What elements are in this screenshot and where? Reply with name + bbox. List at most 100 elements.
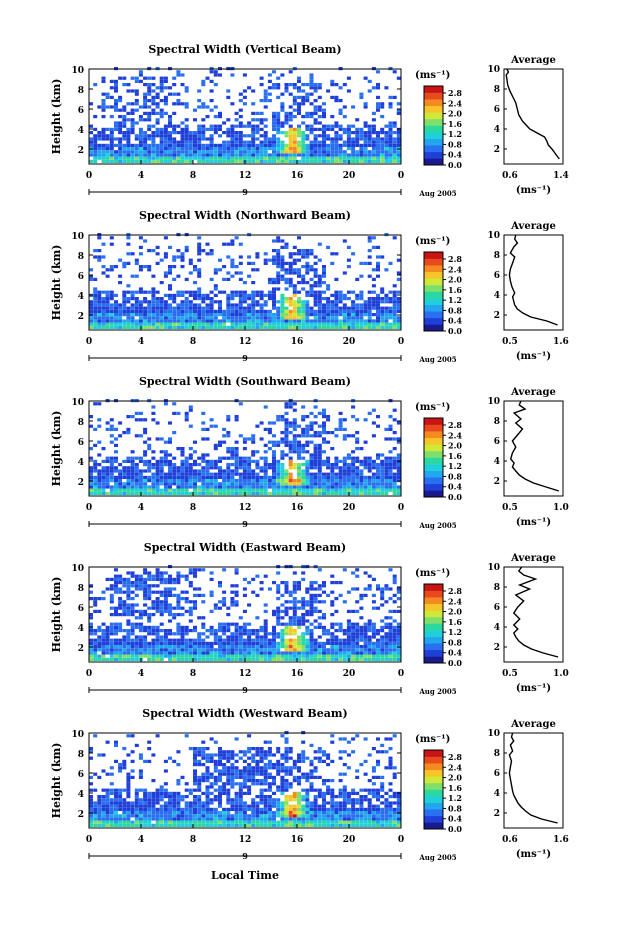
heatmap-cell [301, 482, 306, 486]
heatmap-cell [309, 293, 314, 297]
heatmap-cell [130, 89, 135, 93]
heatmap-cell [193, 290, 197, 294]
heatmap-cell [276, 111, 281, 115]
heatmap-cell [292, 479, 297, 483]
heatmap-cell [371, 156, 376, 160]
heatmap-cell [234, 469, 239, 473]
heatmap-cell [151, 613, 156, 617]
heatmap-cell [272, 124, 276, 128]
heatmap-cell [334, 597, 339, 601]
heatmap-cell [93, 140, 98, 144]
heatmap-cell [147, 625, 152, 629]
heatmap-cell [134, 635, 139, 639]
heatmap-cell [143, 105, 148, 109]
heatmap-cell [371, 645, 376, 649]
heatmap-cell [367, 79, 372, 83]
heatmap-cell [280, 581, 285, 585]
heatmap-cell [138, 115, 143, 119]
heatmap-cell [288, 443, 293, 447]
heatmap-cell [317, 485, 322, 489]
heatmap-cell [168, 284, 172, 288]
heatmap-cell [276, 76, 281, 80]
heatmap-cell [193, 137, 197, 141]
heatmap-cell [238, 463, 243, 467]
heatmap-cell [267, 651, 272, 655]
heatmap-cell [242, 456, 247, 460]
heatmap-cell [188, 638, 193, 642]
heatmap-cell [101, 271, 106, 275]
heatmap-cell [147, 654, 152, 658]
heatmap-cell [272, 287, 276, 291]
heatmap-cell [222, 641, 227, 645]
heatmap-cell [209, 303, 214, 307]
heatmap-cell [297, 236, 301, 240]
heatmap-cell [276, 127, 281, 131]
heatmap-cell [388, 427, 393, 431]
heatmap-cell [263, 131, 268, 135]
heatmap-cell [363, 587, 368, 591]
heatmap-cell [371, 143, 376, 147]
heatmap-cell [346, 297, 351, 301]
heatmap-cell [126, 577, 131, 581]
heatmap-cell [172, 76, 177, 80]
heatmap-cell [126, 313, 131, 317]
heatmap-cell [284, 159, 289, 163]
heatmap-cell [130, 651, 135, 655]
heatmap-cell [367, 143, 372, 147]
heatmap-cell [263, 603, 268, 607]
heatmap-cell [114, 488, 118, 492]
heatmap-cell [263, 153, 268, 157]
heatmap-cell [93, 811, 98, 815]
heatmap-cell [184, 309, 189, 313]
heatmap-cell [134, 258, 139, 262]
heatmap-cell [193, 319, 197, 323]
heatmap-cell [147, 613, 152, 617]
heatmap-cell [280, 472, 285, 476]
heatmap-cell [143, 609, 148, 613]
heatmap-cell [338, 641, 343, 645]
heatmap-cell [351, 131, 356, 135]
heatmap-cell [388, 459, 393, 463]
heatmap-cell [305, 475, 310, 479]
heatmap-cell [388, 137, 393, 141]
average-y-tick-label: 4 [494, 291, 500, 301]
heatmap-cell [272, 654, 276, 658]
heatmap-cell [151, 300, 156, 304]
heatmap-cell [288, 111, 293, 115]
heatmap-cell [168, 297, 172, 301]
heatmap-cell [317, 568, 322, 572]
heatmap-cell [97, 325, 102, 329]
heatmap-cell [305, 431, 310, 435]
heatmap-cell [218, 606, 222, 610]
heatmap-cell [309, 648, 314, 652]
heatmap-cell [288, 657, 293, 661]
heatmap-cell [284, 134, 289, 138]
heatmap-cell [138, 140, 143, 144]
heatmap-cell [288, 127, 293, 131]
heatmap-cell [338, 648, 343, 652]
heatmap-cell [322, 641, 326, 645]
heatmap-cell [284, 325, 289, 329]
heatmap-cell [297, 316, 301, 320]
heatmap-cell [322, 654, 326, 658]
heatmap-cell [109, 434, 114, 438]
y-axis-label: Height (km) [50, 411, 63, 487]
heatmap-cell [213, 632, 218, 636]
heatmap-cell [297, 281, 301, 285]
heatmap-cell [226, 134, 231, 138]
heatmap-cell [234, 648, 239, 652]
heatmap-cell [276, 597, 281, 601]
heatmap-cell [176, 638, 181, 642]
heatmap-cell [109, 798, 114, 802]
heatmap-cell [109, 459, 114, 463]
heatmap-cell [193, 309, 197, 313]
heatmap-cell [313, 641, 318, 645]
heatmap-cell [355, 475, 360, 479]
heatmap-cell [118, 99, 123, 103]
heatmap-cell [376, 297, 380, 301]
colorbar-swatch [424, 317, 443, 325]
heatmap-cell [155, 463, 160, 467]
heatmap-cell [226, 482, 231, 486]
heatmap-cell [276, 287, 281, 291]
heatmap-cell [114, 577, 118, 581]
